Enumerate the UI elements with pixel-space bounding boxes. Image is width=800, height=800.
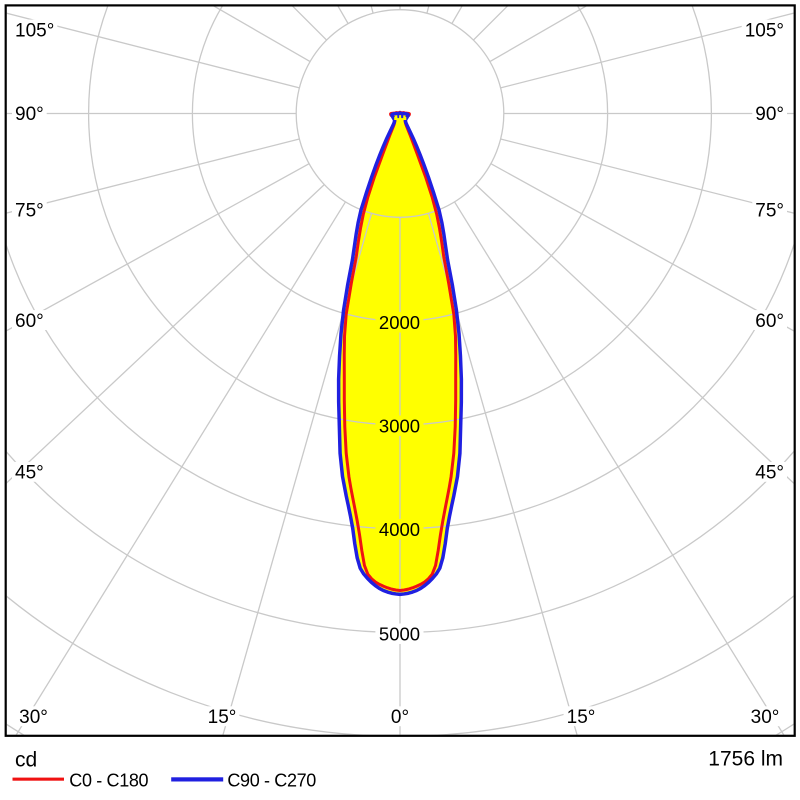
svg-text:30°: 30° (751, 707, 780, 728)
svg-text:1756 lm: 1756 lm (708, 748, 783, 771)
svg-text:75°: 75° (755, 200, 784, 221)
svg-text:5000: 5000 (379, 624, 420, 645)
svg-text:3000: 3000 (379, 416, 420, 437)
svg-text:4000: 4000 (379, 519, 420, 540)
svg-text:60°: 60° (755, 311, 784, 332)
svg-text:30°: 30° (19, 707, 48, 728)
svg-text:0°: 0° (391, 707, 409, 728)
svg-text:C0 - C180: C0 - C180 (69, 770, 148, 790)
svg-text:45°: 45° (755, 463, 784, 484)
svg-text:105°: 105° (15, 20, 54, 41)
svg-text:15°: 15° (567, 707, 596, 728)
svg-text:75°: 75° (15, 200, 44, 221)
svg-text:105°: 105° (745, 20, 784, 41)
svg-text:90°: 90° (15, 104, 44, 125)
svg-text:45°: 45° (15, 463, 44, 484)
svg-text:2000: 2000 (379, 312, 420, 333)
svg-text:C90 - C270: C90 - C270 (227, 770, 316, 790)
svg-text:15°: 15° (208, 707, 237, 728)
svg-text:90°: 90° (755, 104, 784, 125)
svg-text:60°: 60° (15, 311, 44, 332)
svg-text:cd: cd (15, 749, 37, 772)
